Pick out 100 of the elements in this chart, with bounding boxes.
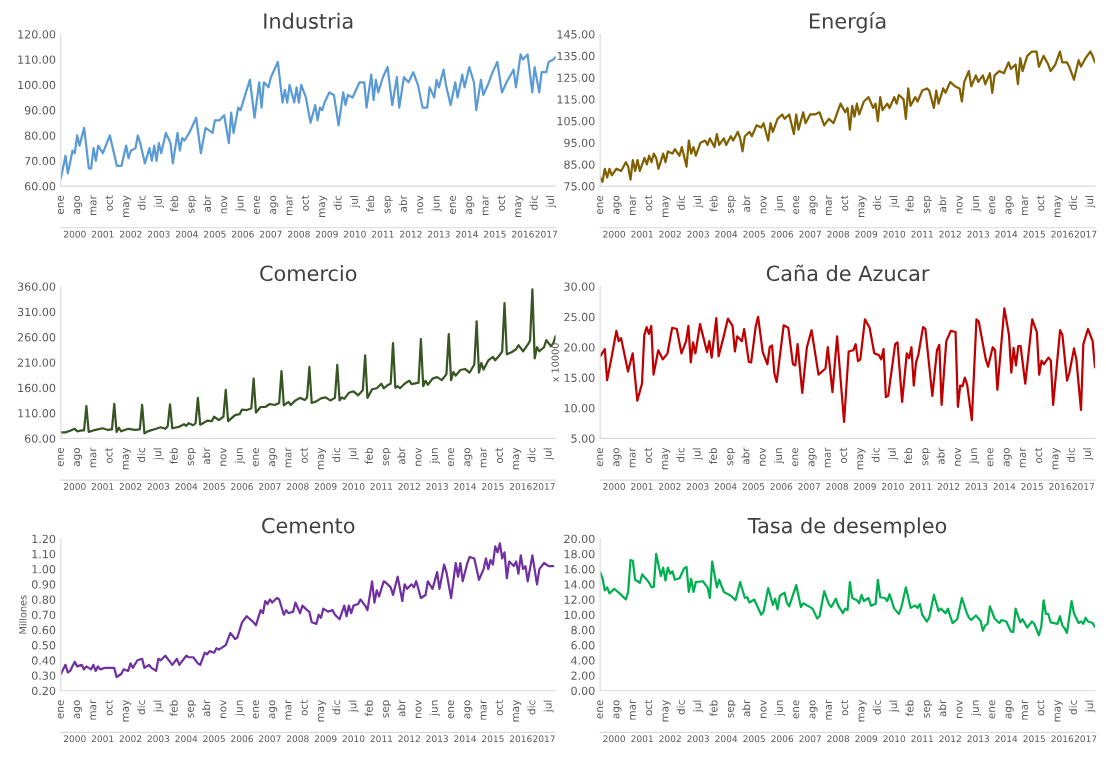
x2-tick-label: 2012	[939, 230, 961, 238]
x-tick-label: jul	[693, 196, 704, 208]
x2-tick-label: 2006	[232, 230, 254, 238]
x2-tick-label: 2011	[372, 230, 394, 238]
x-tick-label: ene	[57, 700, 64, 719]
x-tick-label: oct	[301, 195, 309, 211]
x2-tick-label: 2001	[92, 230, 114, 238]
x-tick-label: ago	[466, 195, 475, 214]
y-tick-label: 100.00	[18, 80, 56, 90]
x-tick-label: oct	[300, 699, 308, 716]
x-tick-label: jul	[889, 196, 900, 208]
x-tick-label: may	[122, 700, 131, 722]
chart-title: Energía	[810, 11, 886, 33]
x-tick-label: feb	[709, 700, 718, 717]
x2-tick-label: 2005	[743, 230, 765, 238]
x-tick-label: feb	[905, 195, 914, 212]
x-tick-label: feb	[709, 195, 718, 212]
x2-tick-label: 2008	[827, 230, 850, 238]
x2-tick-label: 2016	[509, 735, 532, 743]
x-tick-label: abr	[397, 699, 406, 717]
x-tick-label: oct	[644, 699, 653, 716]
x-tick-label: ago	[464, 448, 473, 467]
x-tick-label: jul	[543, 448, 554, 461]
chart-title: Cemento	[262, 517, 355, 534]
x-tick-label: oct	[644, 195, 653, 211]
line-series	[600, 307, 1095, 424]
line-series	[600, 50, 1095, 183]
y-tick-label: 210.00	[17, 358, 56, 367]
y-tick-label: 0.80	[31, 595, 56, 604]
x-tick-label: ene	[792, 447, 799, 467]
y-tick-label: 115.00	[557, 95, 595, 104]
x-tick-label: jul	[348, 448, 359, 461]
x-tick-label: mar	[480, 699, 487, 720]
x2-tick-label: 2013	[965, 483, 988, 490]
x-tick-label: feb	[366, 195, 375, 212]
x2-tick-label: 2015	[482, 735, 504, 743]
x-tick-label: nov	[417, 195, 424, 214]
x2-tick-label: 2000	[64, 230, 86, 238]
x2-tick-label: 2007	[798, 483, 820, 490]
x-tick-label: abr	[742, 195, 751, 212]
x2-tick-label: 2001	[91, 735, 114, 743]
y-tick-label: 60.00	[24, 182, 56, 191]
x-tick-label: mar	[1021, 195, 1028, 216]
x-tick-label: feb	[364, 448, 373, 464]
x-tick-label: nov	[220, 447, 227, 466]
x-tick-label: ene	[597, 195, 604, 214]
x-tick-label: mar	[1021, 699, 1028, 720]
x-tick-label: ago	[74, 700, 83, 719]
x2-tick-label: 2016	[1051, 735, 1074, 743]
line-series	[600, 552, 1095, 637]
x2-tick-label: 2009	[855, 735, 878, 743]
x-tick-label: mar	[629, 699, 636, 720]
x-tick-label: jul	[693, 700, 704, 713]
x2-tick-label: 2000	[63, 483, 86, 490]
y-tick-label: 1.00	[32, 565, 56, 574]
x-tick-label: nov	[759, 447, 766, 466]
x-tick-label: nov	[956, 700, 963, 718]
x-tick-label: ago	[269, 700, 278, 719]
x-tick-label: jun	[234, 448, 245, 464]
x-tick-label: may	[318, 447, 327, 470]
x-tick-label: sep	[923, 700, 932, 718]
x-tick-label: ago	[613, 448, 622, 467]
x2-tick-label: 2007	[259, 483, 281, 490]
x-tick-label: mar	[1019, 447, 1026, 468]
x2-tick-label: 2009	[316, 230, 338, 238]
x-tick-label: abr	[938, 699, 947, 717]
x-tick-label: abr	[202, 699, 211, 717]
x-tick-label: may	[858, 700, 867, 722]
x2-tick-label: 2010	[883, 735, 906, 743]
x2-tick-label: 2013	[967, 735, 990, 743]
x-tick-label: feb	[364, 700, 373, 717]
x2-tick-label: 2016	[509, 483, 532, 490]
x-tick-label: feb	[169, 700, 178, 717]
x-tick-label: jul	[1082, 448, 1094, 461]
x2-tick-label: 2006	[770, 483, 793, 490]
x2-tick-label: 2009	[314, 483, 337, 490]
x-tick-label: may	[513, 700, 522, 722]
x2-tick-label: 2017	[1074, 230, 1097, 238]
line-series	[60, 53, 556, 180]
y-tick-label: 0.20	[31, 686, 56, 696]
x2-tick-label: 2010	[342, 483, 365, 490]
y-tick-label: 20.00	[564, 534, 595, 544]
x2-tick-label: 2016	[512, 230, 534, 238]
x2-tick-label: 2010	[882, 483, 904, 490]
x2-tick-label: 2005	[204, 230, 226, 238]
x2-tick-label: 2014	[995, 230, 1018, 238]
x-tick-label: dic	[527, 448, 536, 463]
x2-tick-label: 2007	[260, 230, 282, 238]
y-tick-label: 0.30	[31, 671, 56, 680]
y-tick-label: 135.00	[557, 51, 595, 61]
y-tick-label: 310.00	[17, 307, 56, 317]
x2-tick-label: 2002	[659, 735, 681, 743]
x-tick-label: ene	[793, 195, 800, 214]
x2-tick-label: 2000	[603, 735, 626, 743]
x-tick-label: nov	[220, 700, 227, 718]
x-tick-label: mar	[90, 699, 97, 720]
x2-tick-label: 2003	[147, 483, 170, 490]
x-tick-label: may	[122, 447, 131, 470]
x-tick-label: ago	[613, 700, 622, 719]
x2-tick-label: 2017	[535, 230, 557, 238]
